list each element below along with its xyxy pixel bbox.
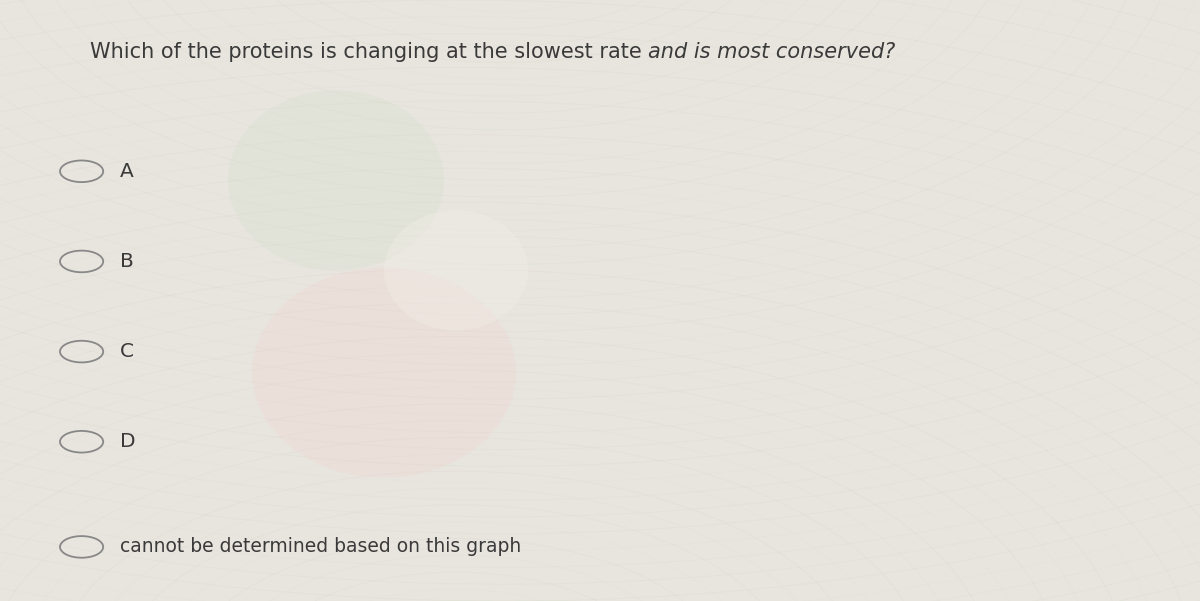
Ellipse shape [252, 267, 516, 478]
Ellipse shape [228, 90, 444, 270]
Text: and is most conserved?: and is most conserved? [648, 42, 895, 62]
Text: Which of the proteins is changing at the slowest rate: Which of the proteins is changing at the… [90, 42, 648, 62]
Text: C: C [120, 342, 134, 361]
Text: A: A [120, 162, 133, 181]
Text: cannot be determined based on this graph: cannot be determined based on this graph [120, 537, 521, 557]
Text: B: B [120, 252, 133, 271]
Ellipse shape [384, 210, 528, 331]
Text: Which of the proteins is changing at the slowest rate: Which of the proteins is changing at the… [90, 42, 648, 62]
Text: D: D [120, 432, 136, 451]
